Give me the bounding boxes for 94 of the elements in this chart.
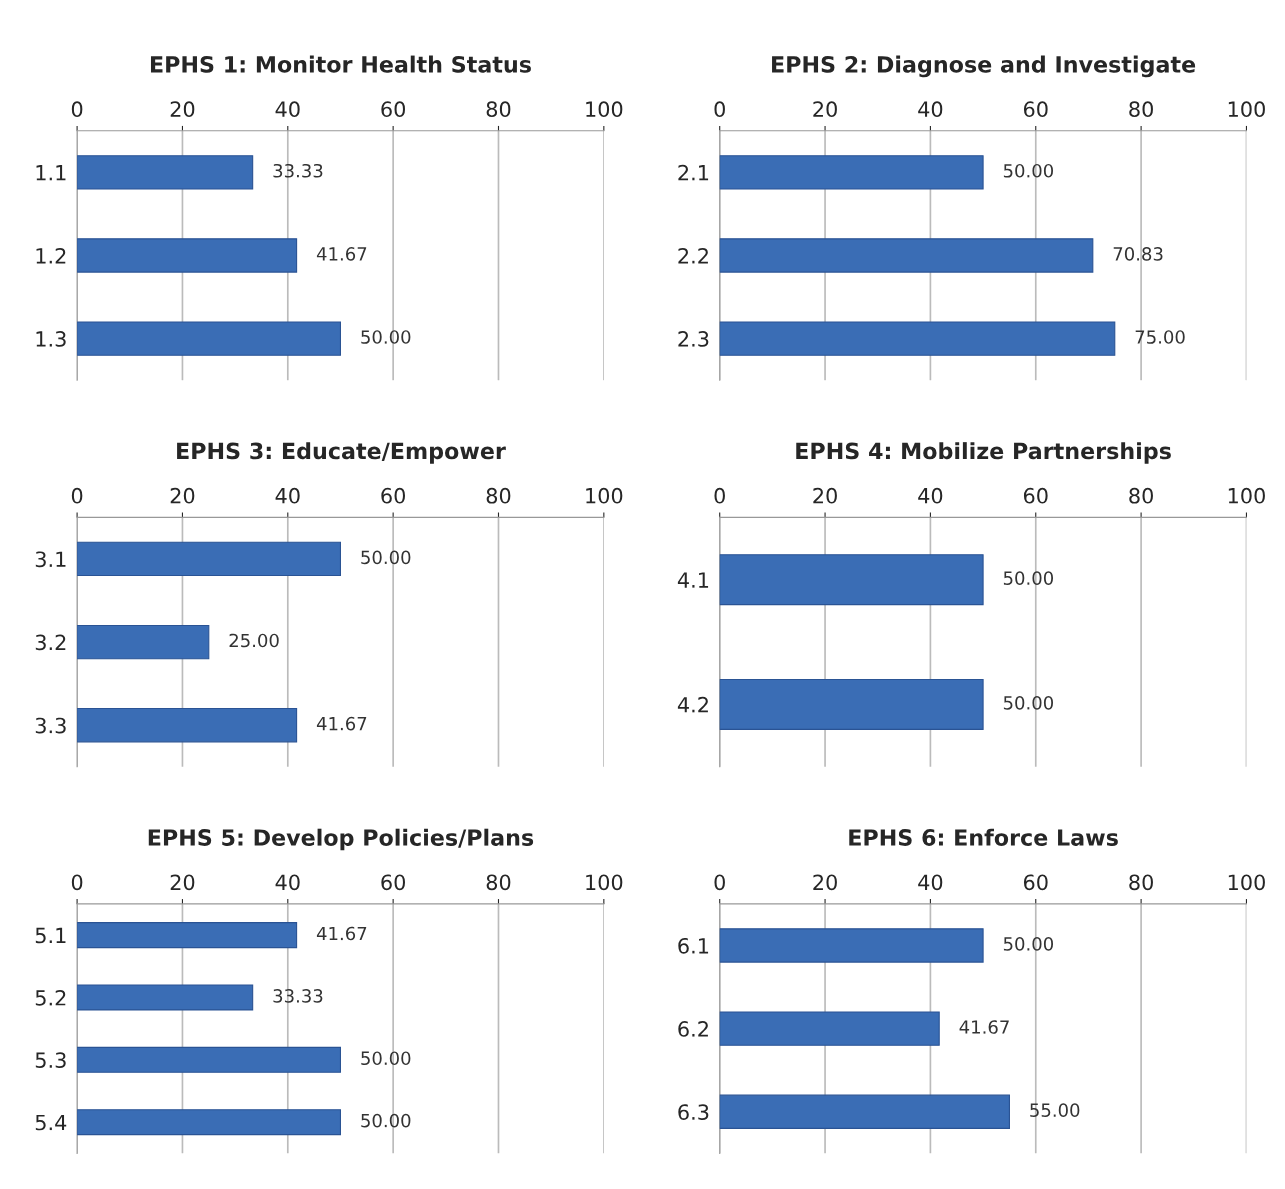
y-tick-label: 4.1 xyxy=(677,572,709,588)
bar xyxy=(77,541,342,577)
x-tick-label: 0 xyxy=(71,101,83,118)
x-tick-label: 0 xyxy=(71,487,83,504)
x-tick-label: 60 xyxy=(381,487,406,504)
x-tick-label: 0 xyxy=(714,874,725,891)
bar xyxy=(77,155,254,190)
x-tick-label: 100 xyxy=(1228,101,1265,118)
x-tick-label: 40 xyxy=(918,874,943,891)
y-tick-label: 3.1 xyxy=(35,551,66,568)
x-tick-label: 80 xyxy=(1129,487,1153,504)
y-tick-label: 2.1 xyxy=(678,164,709,181)
data-label: 33.33 xyxy=(273,989,323,1003)
y-tick-label: 6.2 xyxy=(678,1021,708,1037)
chart-title: EPHS 5: Develop Policies/Plans xyxy=(148,828,534,851)
x-tick-label: 100 xyxy=(586,874,623,891)
bar xyxy=(77,1109,342,1136)
bar xyxy=(77,708,298,743)
chart-title: EPHS 6: Enforce Laws xyxy=(849,828,1118,846)
x-tick-label: 80 xyxy=(1129,101,1153,118)
x-tick-label: 60 xyxy=(1023,487,1048,504)
data-label: 50.00 xyxy=(361,550,411,565)
bar xyxy=(719,1011,940,1046)
x-tick-label: 100 xyxy=(586,101,623,118)
y-tick-label: 6.1 xyxy=(678,937,709,954)
data-label: 25.00 xyxy=(229,633,279,648)
data-label: 50.00 xyxy=(1003,163,1054,178)
y-tick-label: 3.3 xyxy=(35,717,66,734)
bar xyxy=(77,984,254,1011)
data-label: 41.67 xyxy=(316,926,367,941)
data-label: 70.83 xyxy=(1113,247,1163,261)
data-label: 55.00 xyxy=(1030,1103,1080,1117)
bar xyxy=(77,922,298,949)
data-label: 33.33 xyxy=(273,163,323,178)
data-label: 50.00 xyxy=(361,1113,411,1128)
x-tick-label: 0 xyxy=(71,874,83,891)
x-tick-label: 20 xyxy=(813,487,837,504)
x-tick-label: 40 xyxy=(275,874,300,891)
x-tick-label: 100 xyxy=(1228,487,1265,504)
y-tick-label: 2.2 xyxy=(678,247,708,264)
x-tick-label: 20 xyxy=(813,874,837,891)
x-tick-label: 80 xyxy=(486,487,511,504)
x-tick-label: 0 xyxy=(714,101,725,118)
x-tick-label: 20 xyxy=(170,874,195,891)
x-tick-label: 100 xyxy=(1228,874,1265,891)
bar xyxy=(77,1046,342,1073)
x-tick-label: 60 xyxy=(381,874,406,891)
data-label: 50.00 xyxy=(1003,937,1054,951)
x-tick-label: 40 xyxy=(275,101,300,118)
x-tick-label: 100 xyxy=(586,487,623,504)
y-tick-label: 6.3 xyxy=(678,1104,709,1120)
bar xyxy=(719,238,1094,273)
x-tick-label: 20 xyxy=(170,487,195,504)
bar xyxy=(719,1094,1010,1129)
bar xyxy=(719,321,1116,356)
x-tick-label: 60 xyxy=(381,101,406,118)
data-label: 41.67 xyxy=(959,1020,1009,1034)
x-tick-label: 60 xyxy=(1023,874,1048,891)
data-label: 50.00 xyxy=(1003,571,1054,585)
chart-title: EPHS 4: Mobilize Partnerships xyxy=(796,442,1171,464)
data-label: 41.67 xyxy=(316,247,367,261)
bar xyxy=(77,238,298,273)
x-tick-label: 80 xyxy=(486,874,511,891)
x-tick-label: 40 xyxy=(918,101,943,118)
data-label: 50.00 xyxy=(361,1051,411,1066)
y-tick-label: 1.3 xyxy=(36,331,66,347)
bar xyxy=(77,624,210,660)
chart-title: EPHS 3: Educate/Empower xyxy=(177,442,506,464)
y-tick-label: 2.3 xyxy=(678,331,709,347)
y-tick-label: 1.1 xyxy=(36,165,66,181)
chart-title: EPHS 1: Monitor Health Status xyxy=(150,55,531,73)
bar xyxy=(719,155,984,190)
x-tick-label: 60 xyxy=(1023,101,1048,118)
x-tick-label: 20 xyxy=(813,101,837,118)
x-tick-label: 20 xyxy=(170,101,195,118)
bar xyxy=(719,928,984,963)
x-tick-label: 80 xyxy=(486,101,511,118)
y-tick-label: 4.2 xyxy=(677,696,708,713)
y-tick-label: 1.2 xyxy=(36,247,66,264)
bar xyxy=(77,321,342,356)
data-label: 50.00 xyxy=(1003,695,1054,710)
y-tick-label: 5.3 xyxy=(35,1052,66,1069)
x-tick-label: 80 xyxy=(1129,874,1153,891)
x-tick-label: 0 xyxy=(714,487,725,504)
chart-title: EPHS 2: Diagnose and Investigate xyxy=(772,55,1196,78)
x-tick-label: 40 xyxy=(275,487,300,504)
y-tick-label: 5.2 xyxy=(35,989,66,1006)
data-label: 41.67 xyxy=(316,716,367,731)
y-tick-label: 5.4 xyxy=(35,1114,67,1131)
data-label: 75.00 xyxy=(1135,330,1185,344)
data-label: 50.00 xyxy=(361,330,411,344)
x-tick-label: 40 xyxy=(918,487,943,504)
y-tick-label: 5.1 xyxy=(35,927,66,944)
y-tick-label: 3.2 xyxy=(35,634,66,651)
